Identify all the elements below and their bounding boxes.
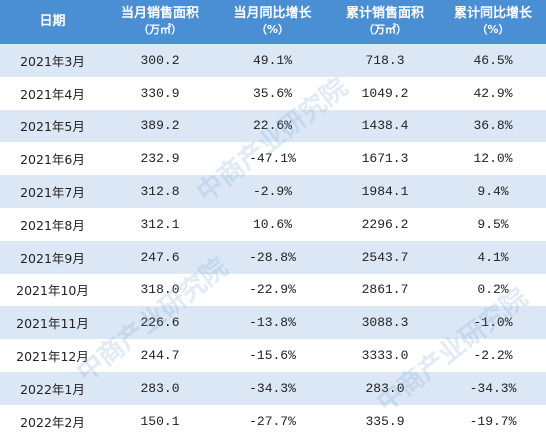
table-cell: 318.0 — [140, 282, 180, 298]
table-cell: 718.3 — [330, 44, 440, 77]
table-cell: 2021年10月 — [16, 283, 89, 299]
table-row: 2021年10月 318.0 -22.9% 2861.7 0.2% — [0, 274, 546, 307]
table-cell: 2861.7 — [361, 282, 409, 298]
table-row: 2021年4月 330.9 35.6% 1049.2 42.9% — [0, 77, 546, 110]
table-row: 2022年1月 283.0 -34.3% 283.0 -34.3% — [0, 371, 546, 405]
table-cell: 232.9 — [140, 151, 180, 167]
table-cell: -13.8% — [215, 306, 330, 340]
table-cell: 12.0% — [473, 151, 513, 167]
table-cell: 389.2 — [105, 109, 215, 143]
table-cell: -34.3% — [215, 371, 330, 405]
table-cell: 150.1 — [140, 413, 180, 429]
header-text: （%） — [255, 23, 290, 36]
table-row: 2021年5月 389.2 22.6% 1438.4 36.8% — [0, 109, 546, 143]
table-cell: 2296.2 — [361, 216, 409, 232]
table-row: 2021年7月 312.8 -2.9% 1984.1 9.4% — [0, 175, 546, 208]
table-cell: 2021年7月 — [0, 175, 105, 208]
header-text: 累计同比增长 — [453, 6, 532, 21]
table-cell: 2021年8月 — [20, 217, 85, 233]
header-cell: 累计销售面积 （万㎡） — [330, 0, 440, 44]
table-cell: -1.0% — [440, 306, 546, 340]
table-cell: 2021年6月 — [20, 152, 85, 168]
table-cell: 312.8 — [105, 175, 215, 208]
table-cell: -2.9% — [215, 175, 330, 208]
table-cell: 300.2 — [105, 44, 215, 77]
table-row: 2022年2月 150.1 -27.7% 335.9 -19.7% — [0, 405, 546, 438]
table-cell: 1984.1 — [330, 175, 440, 208]
header-cell: 日期 — [0, 0, 105, 44]
table-cell: 335.9 — [365, 413, 405, 429]
table-cell: -34.3% — [440, 371, 546, 405]
table-cell: 247.6 — [105, 240, 215, 274]
table-cell: 2022年2月 — [20, 414, 85, 430]
table-cell: 0.2% — [477, 282, 509, 298]
header-text: （万㎡） — [138, 23, 182, 36]
table-cell: 2021年12月 — [16, 349, 89, 365]
header-cell: 当月同比增长 （%） — [215, 0, 330, 44]
table-cell: 9.4% — [440, 175, 546, 208]
table-cell: 2021年3月 — [0, 44, 105, 77]
header-text: 日期 — [39, 14, 66, 29]
table-row: 2021年12月 244.7 -15.6% 3333.0 -2.2% — [0, 339, 546, 372]
header-text: 当月同比增长 — [233, 6, 312, 21]
table-cell: 2022年1月 — [0, 371, 105, 405]
table-cell: 22.6% — [215, 109, 330, 143]
header-cell: 累计同比增长 （%） — [440, 0, 546, 44]
table-cell: 3333.0 — [361, 348, 409, 364]
table-cell: 244.7 — [140, 348, 180, 364]
table-row: 2021年3月 300.2 49.1% 718.3 46.5% — [0, 44, 546, 77]
table-cell: 283.0 — [330, 371, 440, 405]
table-cell: -28.8% — [215, 240, 330, 274]
table-cell: 46.5% — [440, 44, 546, 77]
table-row: 2021年8月 312.1 10.6% 2296.2 9.5% — [0, 208, 546, 241]
table-cell: 1049.2 — [361, 85, 409, 101]
table-cell: 283.0 — [105, 371, 215, 405]
table-cell: 42.9% — [473, 85, 513, 101]
table-cell: 35.6% — [252, 85, 292, 101]
header-row: 日期 当月销售面积 （万㎡） 当月同比增长 （%） 累计销售面积 （万㎡） 累计同比增长 （%） — [0, 0, 546, 44]
table-cell: 2543.7 — [330, 240, 440, 274]
table-row: 2021年6月 232.9 -47.1% 1671.3 12.0% — [0, 142, 546, 175]
table-cell: -47.1% — [249, 151, 296, 167]
table-cell: 2021年4月 — [20, 86, 85, 102]
table-cell: 4.1% — [440, 240, 546, 274]
header-text: （%） — [476, 23, 510, 36]
table-row: 2021年9月 247.6 -28.8% 2543.7 4.1% — [0, 240, 546, 274]
table-cell: 9.5% — [477, 216, 509, 232]
table-cell: 49.1% — [215, 44, 330, 77]
table-cell: -2.2% — [473, 348, 513, 364]
table-cell: 36.8% — [440, 109, 546, 143]
table-cell: 312.1 — [140, 216, 180, 232]
table-cell: 1671.3 — [361, 151, 409, 167]
table-cell: -19.7% — [469, 413, 517, 429]
table-cell: 2021年9月 — [0, 240, 105, 274]
header-text: 累计销售面积 — [345, 6, 424, 21]
table-body: 2021年3月 300.2 49.1% 718.3 46.5% 2021年4月 330.9 3… — [0, 44, 546, 438]
header-text: （万㎡） — [363, 23, 407, 36]
table-cell: 330.9 — [140, 85, 180, 101]
header-text: 当月销售面积 — [120, 6, 199, 21]
table-cell: 226.6 — [105, 306, 215, 340]
header-cell: 当月销售面积 （万㎡） — [105, 0, 215, 44]
table-cell: 2021年5月 — [0, 109, 105, 143]
table-cell: 1438.4 — [330, 109, 440, 143]
table-cell: 3088.3 — [330, 306, 440, 340]
table-cell: -27.7% — [249, 413, 296, 429]
table-cell: -15.6% — [249, 348, 296, 364]
table-cell: 2021年11月 — [0, 306, 105, 340]
table-cell: -22.9% — [249, 282, 296, 298]
table-row: 2021年11月 226.6 -13.8% 3088.3 -1.0% — [0, 306, 546, 340]
table-cell: 10.6% — [252, 216, 292, 232]
